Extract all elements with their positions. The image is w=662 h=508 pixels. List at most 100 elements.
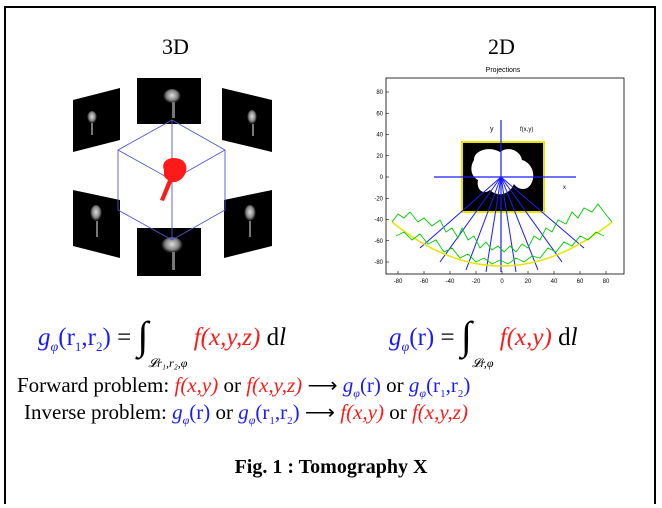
red-3d-object (160, 158, 187, 201)
projection-curve-lower (395, 231, 605, 265)
x-tick-label: 20 (525, 279, 532, 285)
forward-label: Forward problem: (17, 373, 170, 397)
inverse-c: f(x,y) (340, 400, 384, 424)
inverse-a-phi: φ (182, 413, 190, 428)
eq2d-d: d (558, 324, 571, 351)
forward-d-args: (r (426, 373, 441, 397)
y-tick-label: 40 (376, 133, 383, 139)
forward-d-g: g (408, 373, 420, 397)
eq3d-domain-sub: r₁,r₂,φ (157, 356, 188, 370)
inverse-d: f(x,y,z) (411, 400, 468, 424)
x-tick-label: -40 (446, 279, 455, 285)
x-tick-label: 0 (500, 279, 504, 285)
inverse-b-mid: ,r (274, 400, 288, 424)
eq3d-comma: ,r (81, 324, 96, 351)
inverse-or2: or (389, 400, 407, 424)
projection-panel-lower-right (224, 190, 272, 258)
y-tick-label: 0 (380, 175, 384, 181)
projection-panel-top (137, 78, 201, 124)
eq3d-g: g (38, 324, 51, 351)
eq2d-phi: φ (401, 340, 410, 355)
projection-panel-upper-left (73, 88, 120, 152)
inverse-b-g: g (238, 400, 249, 424)
eq3d-args: (r (58, 324, 75, 351)
inverse-arrow: ⟶ (304, 400, 335, 424)
inverse-a-g: g (172, 400, 183, 424)
eq2d-domain: 𝓛r,φ (472, 356, 494, 370)
x-tick-label: 60 (577, 279, 584, 285)
y-tick-label: -60 (374, 239, 383, 245)
projection-panel-upper-right (222, 88, 272, 152)
y-tick-label: -20 (374, 196, 383, 202)
forward-d-close: ) (463, 373, 471, 397)
y-axis-ticks: 80 60 40 20 0 -20 -40 -60 -80 (374, 90, 389, 266)
eq3d-close: ) (102, 324, 111, 351)
title-2d: 2D (488, 34, 515, 59)
equation-2d: gφ(r) = ∫𝓛r,φ f(x,y) dl (389, 308, 578, 370)
inverse-or1: or (215, 400, 234, 424)
eq2d-equals: = (440, 324, 455, 351)
forward-or2: or (386, 373, 404, 397)
forward-d-2: 2 (457, 388, 464, 401)
forward-a: f(x,y) (174, 373, 219, 397)
eq3d-equals: = (117, 324, 132, 351)
inverse-b-phi: φ (248, 413, 256, 428)
eq3d-phi: φ (50, 340, 59, 355)
eq2d-func: f(x,y) (499, 324, 552, 351)
x-tick-label: -60 (420, 279, 429, 285)
x-tick-label: -20 (472, 279, 481, 285)
y-tick-label: -80 (374, 260, 383, 266)
projection-rays (419, 176, 585, 273)
x-tick-label: 80 (603, 279, 610, 285)
eq2d-l: l (570, 324, 578, 351)
eq2d-domain-symbol: 𝓛 (471, 356, 481, 370)
eq2d-args: (r) (409, 324, 435, 351)
eq3d-domain: 𝓛r₁,r₂,φ (148, 356, 187, 370)
figure-caption: Fig. 1 : Tomography X (234, 456, 428, 478)
projection-curve-upper (391, 203, 613, 253)
eq3d-integral: ∫ (137, 313, 149, 358)
x-tick-label: 40 (551, 279, 558, 285)
label-fxy: f(x,y) (520, 127, 533, 133)
eq2d-integral: ∫ (460, 313, 472, 358)
projection-panel-lower-left (73, 190, 120, 258)
figure-frame (4, 6, 656, 504)
equation-3d: gφ(r1,r2) = ∫𝓛r₁,r₂,φ f(x,y,z) dl (38, 308, 287, 370)
label-x: x (563, 185, 566, 191)
eq3d-r1: 1 (74, 339, 82, 354)
inverse-label: Inverse problem: (24, 400, 167, 424)
x-axis-ticks: -80 -60 -40 -20 0 20 40 60 80 (394, 271, 610, 285)
forward-c-phi: φ (353, 386, 360, 401)
object-shape (471, 149, 534, 195)
forward-d-1: 1 (440, 388, 446, 401)
forward-b: f(x,y,z) (246, 373, 303, 397)
inverse-b-args: (r (255, 400, 270, 424)
plot-title: Projections (486, 67, 521, 74)
detector-arc (391, 221, 613, 267)
projection-panel-bottom (137, 228, 201, 276)
inverse-b-2: 2 (287, 415, 293, 428)
y-tick-label: 60 (376, 111, 383, 117)
inverse-problem-line: Inverse problem: gφ(r) or gφ(r1,r2) ⟶ f(… (24, 400, 468, 428)
eq3d-func: f(x,y,z) (193, 324, 261, 351)
forward-c-args: (r) (359, 373, 381, 397)
eq2d-g: g (389, 324, 402, 351)
forward-or1: or (223, 373, 241, 397)
eq3d-l: l (279, 324, 287, 351)
forward-d-mid: ,r (445, 373, 458, 397)
eq3d-r2: 2 (95, 339, 103, 354)
forward-d-phi: φ (419, 386, 427, 401)
eq2d-domain-sub: r,φ (480, 356, 494, 370)
label-y: y (490, 126, 494, 133)
inverse-b-close: ) (292, 400, 300, 424)
y-tick-label: -40 (374, 218, 383, 224)
inverse-a-args: (r) (189, 400, 211, 424)
eq3d-domain-symbol: 𝓛 (148, 356, 158, 370)
title-3d: 3D (162, 34, 189, 59)
forward-problem-line: Forward problem: f(x,y) or f(x,y,z) ⟶ gφ… (17, 373, 470, 401)
inverse-b-1: 1 (269, 415, 275, 428)
y-tick-label: 80 (376, 90, 383, 96)
x-tick-label: -80 (394, 279, 403, 285)
